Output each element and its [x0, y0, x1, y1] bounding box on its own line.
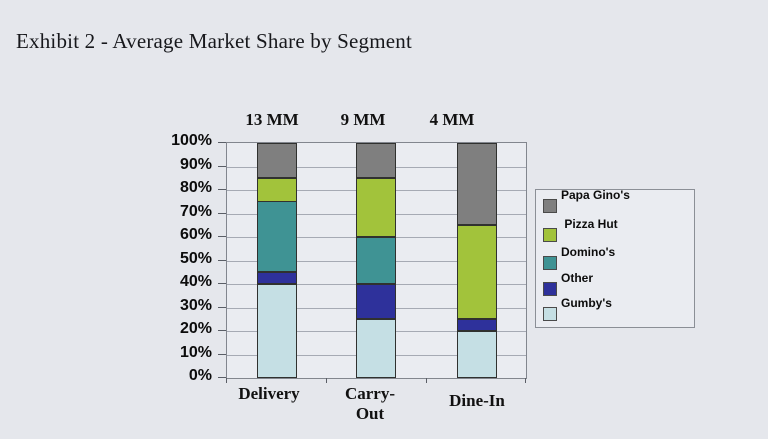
- bar-segment-domino-s: [356, 237, 396, 284]
- legend-label: Gumby's: [561, 296, 612, 310]
- bar-segment-other: [457, 319, 497, 331]
- bar-carry-out: [356, 142, 396, 378]
- bar-annotation: 9 MM: [340, 110, 386, 129]
- legend-swatch-domino-s: [543, 256, 557, 270]
- y-axis-tick: [218, 166, 226, 167]
- y-axis-tick-label: 100%: [171, 132, 212, 149]
- legend-item: Gumby's: [536, 296, 694, 322]
- bar-segment-other: [257, 272, 297, 284]
- bar-segment-pizza-hut: [257, 178, 297, 202]
- y-axis-tick-label: 0%: [188, 367, 212, 384]
- y-axis-tick: [218, 377, 226, 378]
- legend-item: Pizza Hut: [536, 217, 694, 243]
- legend-swatch-other: [543, 282, 557, 296]
- y-axis-tick: [218, 354, 226, 355]
- x-axis-tick: [326, 378, 327, 383]
- y-axis-tick-label: 40%: [179, 273, 212, 290]
- bar-segment-pizza-hut: [356, 178, 396, 237]
- y-axis-tick: [218, 260, 226, 261]
- bar-dine-in: [457, 142, 497, 378]
- y-axis-tick: [218, 307, 226, 308]
- bar-segment-papa-gino-s: [457, 143, 497, 225]
- legend-item: Other: [536, 271, 694, 297]
- y-axis-tick-label: 80%: [179, 179, 212, 196]
- y-axis-tick: [218, 142, 226, 143]
- page-title: Exhibit 2 - Average Market Share by Segm…: [16, 29, 413, 53]
- bar-segment-other: [356, 284, 396, 319]
- y-axis-tick: [218, 213, 226, 214]
- y-axis-tick-label: 20%: [179, 320, 212, 337]
- bar-delivery: [257, 142, 297, 378]
- legend-item: Domino's: [536, 245, 694, 271]
- legend-swatch-gumby-s: [543, 307, 557, 321]
- bar-annotation: 13 MM: [245, 110, 299, 129]
- legend-swatch-papa-gino-s: [543, 199, 557, 213]
- legend-label: Other: [561, 271, 594, 285]
- legend-label: Papa Gino's: [561, 188, 630, 202]
- y-axis-tick-label: 70%: [179, 203, 212, 220]
- y-axis-tick-label: 30%: [179, 297, 212, 314]
- y-axis-tick: [218, 189, 226, 190]
- y-axis-tick-label: 90%: [179, 156, 212, 173]
- bar-annotation: 4 MM: [429, 110, 475, 129]
- x-category-label: Delivery: [238, 384, 300, 403]
- y-axis-tick: [218, 330, 226, 331]
- y-axis-tick: [218, 283, 226, 284]
- legend-label: Domino's: [561, 245, 616, 259]
- legend: Papa Gino's Pizza Hut Domino's Other Gumby'…: [535, 188, 695, 328]
- legend-swatch-pizza-hut: [543, 228, 557, 242]
- bar-segment-pizza-hut: [457, 225, 497, 319]
- y-axis-tick: [218, 236, 226, 237]
- y-axis-tick-label: 60%: [179, 226, 212, 243]
- x-axis-tick: [226, 378, 227, 383]
- bar-segment-gumby-s: [257, 284, 297, 378]
- bar-segment-gumby-s: [356, 319, 396, 378]
- y-axis-tick-label: 10%: [179, 344, 212, 361]
- legend-item: Papa Gino's: [536, 188, 694, 214]
- bar-segment-papa-gino-s: [257, 143, 297, 178]
- y-axis-tick-label: 50%: [179, 250, 212, 267]
- bar-segment-gumby-s: [457, 331, 497, 378]
- legend-label: Pizza Hut: [561, 217, 618, 231]
- x-axis-tick: [426, 378, 427, 383]
- x-axis-tick: [525, 378, 526, 383]
- x-category-label: Dine-In: [449, 391, 505, 410]
- bar-segment-domino-s: [257, 201, 297, 272]
- x-category-label: Carry- Out: [344, 384, 396, 424]
- bar-segment-papa-gino-s: [356, 143, 396, 178]
